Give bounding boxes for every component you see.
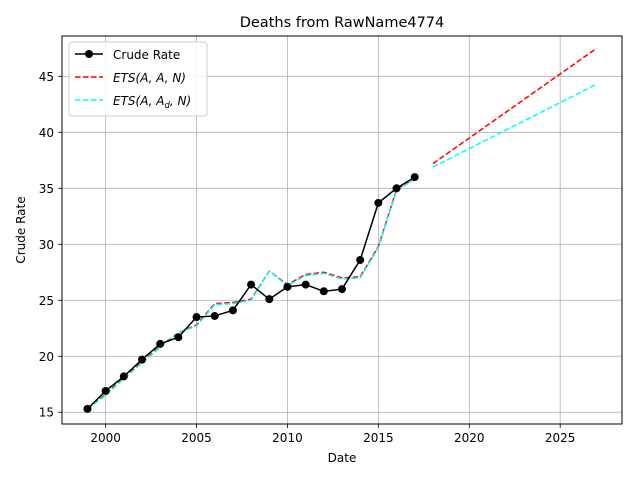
x-axis-ticks: 2000 2005 2010 2015 2020 2025 — [90, 424, 575, 445]
series-line-2 — [87, 178, 416, 410]
data-point — [210, 311, 219, 320]
legend-box — [68, 41, 208, 117]
x-tick-label: 2020 — [454, 431, 485, 445]
data-point — [301, 280, 310, 289]
x-tick-label: 2015 — [363, 431, 394, 445]
chart-title: Deaths from RawName4774 — [240, 15, 445, 31]
y-tick-label: 30 — [39, 238, 54, 252]
legend-label-crude-rate: Crude Rate — [113, 48, 180, 62]
y-tick-label: 20 — [39, 350, 54, 364]
data-point — [174, 333, 183, 342]
x-tick-label: 2005 — [181, 431, 212, 445]
series-line-3 — [432, 47, 597, 165]
x-tick-label: 2025 — [545, 431, 576, 445]
data-point — [101, 386, 110, 395]
y-tick-label: 45 — [39, 70, 54, 84]
plot-series — [83, 47, 597, 413]
data-point — [356, 255, 365, 264]
y-tick-label: 25 — [39, 294, 54, 308]
y-tick-label: 35 — [39, 182, 54, 196]
legend-label-ets-aan: ETS(A, A, N) — [113, 71, 186, 85]
data-point — [338, 285, 346, 294]
data-point — [119, 372, 128, 381]
y-tick-label: 40 — [39, 126, 54, 140]
data-point — [192, 313, 201, 322]
plot-frame — [61, 35, 623, 425]
data-point — [83, 404, 92, 413]
legend-label-ets-aadn-main: ETS(A, A — [113, 94, 164, 108]
data-point — [392, 184, 401, 193]
data-point — [138, 355, 146, 364]
legend: Crude Rate ETS(A, A, N) ETS(A, Ad, N) — [68, 41, 208, 117]
legend-label-ets-aadn: ETS(A, Ad, N) — [113, 94, 191, 111]
data-point — [410, 173, 419, 182]
data-point — [319, 287, 328, 296]
y-tick-label: 15 — [39, 406, 54, 420]
series-line-4 — [432, 83, 597, 168]
data-point — [374, 198, 383, 207]
data-point — [247, 280, 256, 289]
data-point — [156, 339, 165, 348]
legend-label-ets-aadn-tail: , N) — [170, 94, 191, 108]
data-point — [283, 282, 292, 291]
grid — [62, 36, 622, 424]
legend-marker-crude-rate — [85, 50, 93, 58]
y-axis-label: Crude Rate — [14, 196, 28, 263]
x-axis-label: Date — [328, 451, 357, 465]
data-point — [228, 306, 237, 315]
legend-label-ets-aadn-sub: d — [164, 101, 170, 111]
x-tick-label: 2000 — [90, 431, 121, 445]
data-point — [265, 295, 274, 304]
y-axis-ticks: 15 20 25 30 35 40 45 — [39, 70, 62, 420]
x-tick-label: 2010 — [272, 431, 303, 445]
